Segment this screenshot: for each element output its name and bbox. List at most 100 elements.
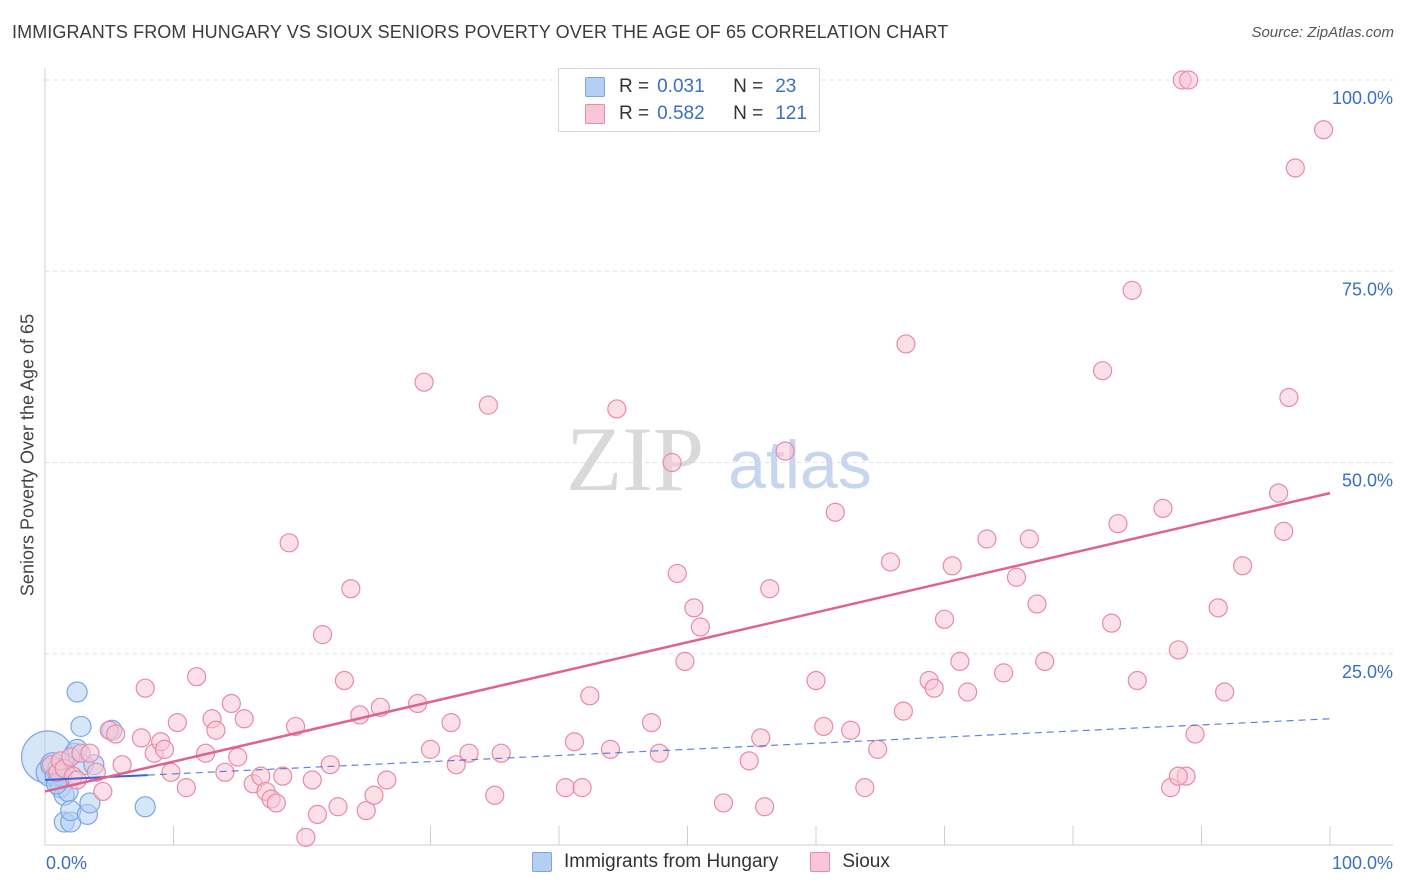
sioux-point xyxy=(93,781,113,802)
legend-n-value: 121 xyxy=(775,103,807,124)
sioux-point xyxy=(1006,567,1027,587)
hungary-point xyxy=(70,715,92,738)
sioux-point xyxy=(1268,483,1289,503)
sioux-point xyxy=(825,502,845,522)
y-tick-label: 50.0% xyxy=(1342,471,1393,491)
legend-n-label: N = xyxy=(733,103,764,124)
legend-r-value: 0.031 xyxy=(657,76,705,97)
sioux-point xyxy=(1127,670,1147,691)
watermark: ZIP atlas xyxy=(566,408,872,510)
hungary-point xyxy=(66,681,88,703)
sioux-point xyxy=(1313,120,1334,140)
sioux-point xyxy=(131,728,151,748)
sioux-point xyxy=(206,720,226,740)
sioux-point xyxy=(228,747,248,767)
sioux-point xyxy=(806,670,826,691)
sioux-point xyxy=(459,743,479,763)
sioux-point xyxy=(441,712,461,733)
sioux-point xyxy=(600,739,621,759)
trend-lines xyxy=(44,491,1331,793)
sioux-point xyxy=(1019,529,1039,549)
legend-row-hungary: R = 0.031 N = 23 xyxy=(585,75,796,99)
sioux-point xyxy=(841,720,861,740)
sioux-point xyxy=(234,709,254,729)
sioux-point xyxy=(855,778,875,798)
sioux-point xyxy=(1208,598,1228,618)
sioux-point xyxy=(607,399,627,419)
sioux-point xyxy=(1215,682,1235,702)
sioux-point xyxy=(135,678,155,698)
sioux-point xyxy=(942,556,962,576)
y-tick-labels: 100.0% 75.0% 50.0% 25.0% xyxy=(1332,88,1393,682)
sioux-point xyxy=(1179,70,1199,90)
sioux-point xyxy=(296,827,316,847)
sioux-point xyxy=(1101,613,1122,633)
y-tick-label: 75.0% xyxy=(1342,279,1393,299)
sioux-point xyxy=(775,441,795,461)
legend-swatch-hungary xyxy=(532,852,552,872)
sioux-point xyxy=(572,778,592,798)
sioux-point xyxy=(868,739,888,759)
sioux-point xyxy=(950,651,970,672)
sioux-point xyxy=(176,778,196,798)
gridlines xyxy=(45,79,1393,655)
watermark-zip: ZIP xyxy=(566,408,704,510)
sioux-point xyxy=(364,785,384,805)
sioux-point xyxy=(80,743,100,763)
legend-swatch-sioux xyxy=(585,104,605,124)
sioux-point xyxy=(893,701,913,721)
sioux-trend-line xyxy=(44,491,1331,793)
sioux-point xyxy=(1168,640,1188,660)
sioux-point xyxy=(649,743,669,763)
sioux-point xyxy=(1108,514,1128,534)
y-tick-label: 100.0% xyxy=(1332,88,1393,108)
sioux-point xyxy=(334,670,355,691)
sioux-point xyxy=(215,762,235,782)
sioux-point xyxy=(1027,594,1047,614)
legend-swatch-hungary xyxy=(585,77,605,97)
sioux-point xyxy=(273,766,293,786)
sioux-point xyxy=(221,693,241,714)
hungary-point xyxy=(79,792,101,814)
sioux-point xyxy=(279,533,299,553)
correlation-legend: R = 0.031 N = 23 R = 0.582 N = 121 xyxy=(558,68,820,132)
sioux-point xyxy=(713,793,734,813)
sioux-point xyxy=(958,682,978,702)
sioux-point xyxy=(485,785,505,805)
sioux-point xyxy=(1285,158,1305,178)
series-sioux-points xyxy=(41,70,1334,847)
sioux-point xyxy=(667,563,687,584)
legend-swatch-sioux xyxy=(810,852,831,872)
sioux-point xyxy=(187,667,207,687)
sioux-point xyxy=(555,778,576,798)
hungary-trend-line-solid xyxy=(44,774,148,781)
sioux-point xyxy=(414,372,434,392)
watermark-atlas: atlas xyxy=(728,427,872,503)
sioux-point xyxy=(167,712,187,733)
series-legend: Immigrants from Hungary Sioux xyxy=(532,851,890,873)
sioux-point xyxy=(760,579,780,599)
x-tick-label-min: 0.0% xyxy=(46,853,87,873)
sioux-point xyxy=(1185,724,1205,744)
sioux-point xyxy=(350,705,370,725)
sioux-point xyxy=(751,728,771,748)
sioux-point xyxy=(1153,498,1173,518)
sioux-point xyxy=(1092,361,1113,381)
legend-r-value: 0.582 xyxy=(657,103,705,124)
sioux-point xyxy=(356,800,376,821)
legend-r-label: R = xyxy=(619,76,650,97)
sioux-point xyxy=(580,686,600,706)
sioux-point xyxy=(564,732,585,752)
sioux-point xyxy=(328,797,348,817)
source-label: Source: ZipAtlas.com xyxy=(1251,24,1394,41)
sioux-point xyxy=(312,625,333,645)
sioux-point xyxy=(977,529,997,549)
sioux-point xyxy=(934,609,955,629)
sioux-point xyxy=(662,452,682,473)
sioux-point xyxy=(478,395,498,415)
sioux-point xyxy=(924,678,944,698)
sioux-point xyxy=(161,762,181,782)
sioux-point xyxy=(320,755,340,775)
sioux-point xyxy=(1274,521,1294,541)
y-tick-label: 25.0% xyxy=(1342,662,1393,682)
